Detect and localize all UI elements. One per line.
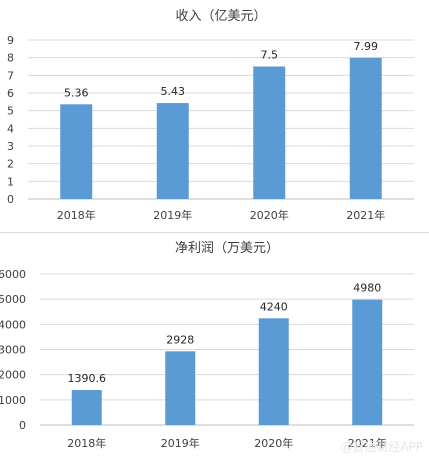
y-tick-label: 6: [7, 87, 14, 100]
net-profit-chart: 净利润（万美元） 0 1000 2000 3000 4000 5000 6000 1390.6 2…: [0, 234, 429, 459]
bar: [349, 57, 382, 199]
x-category-label: 2018年: [67, 436, 106, 450]
watermark: @智通财经APP: [340, 440, 423, 454]
net-profit-chart-svg: 净利润（万美元） 0 1000 2000 3000 4000 5000 6000 1390.6 2…: [0, 241, 414, 450]
y-tick-label: 2: [7, 158, 14, 171]
x-category-label: 2020年: [254, 436, 293, 450]
y-tick-label: 4000: [0, 318, 26, 331]
bar: [352, 299, 383, 425]
revenue-chart-svg: 收入（亿美元） 0 1 2 3 4 5 6 7 8 9 5.36 2018年 5.43 2019年 7.5 20…: [7, 9, 414, 222]
x-category-label: 2021年: [348, 436, 387, 450]
x-category-label: 2018年: [57, 208, 96, 222]
y-tick-label: 3: [7, 140, 14, 153]
y-tick-label: 9: [7, 34, 14, 47]
y-tick-label: 4: [7, 122, 14, 135]
y-tick-label: 3000: [0, 344, 26, 357]
x-category-label: 2019年: [153, 208, 192, 222]
x-category-label: 2020年: [250, 208, 289, 222]
chart-title: 收入（亿美元）: [175, 9, 266, 24]
y-tick-label: 1: [7, 175, 14, 188]
bar: [253, 66, 286, 199]
bar-value-label: 4980: [353, 282, 381, 295]
bar: [165, 351, 196, 425]
bar: [71, 390, 102, 425]
y-tick-label: 5: [7, 105, 14, 118]
bar-value-label: 2928: [166, 333, 194, 346]
y-tick-label: 6000: [0, 268, 26, 281]
x-category-label: 2019年: [161, 436, 200, 450]
y-tick-label: 7: [7, 69, 14, 82]
bar-value-label: 4240: [260, 300, 288, 313]
chart-divider: [0, 232, 429, 233]
bar: [156, 103, 189, 199]
bar: [258, 318, 289, 425]
bar: [60, 104, 93, 199]
bar-value-label: 5.43: [161, 85, 186, 98]
y-tick-label: 5000: [0, 293, 26, 306]
bar-value-label: 7.99: [354, 40, 379, 53]
revenue-chart: 收入（亿美元） 0 1 2 3 4 5 6 7 8 9 5.36 2018年 5.43 2019年 7.5 20…: [7, 9, 414, 222]
bar-value-label: 7.5: [261, 49, 279, 62]
x-category-label: 2021年: [346, 208, 385, 222]
chart-title: 净利润（万美元）: [175, 241, 279, 256]
y-tick-label: 8: [7, 52, 14, 65]
y-tick-label: 1000: [0, 394, 26, 407]
y-tick-label: 2000: [0, 369, 26, 382]
bar-value-label: 1390.6: [68, 372, 107, 385]
y-tick-label: 0: [19, 419, 26, 432]
y-tick-label: 0: [7, 193, 14, 206]
bar-value-label: 5.36: [64, 86, 89, 99]
